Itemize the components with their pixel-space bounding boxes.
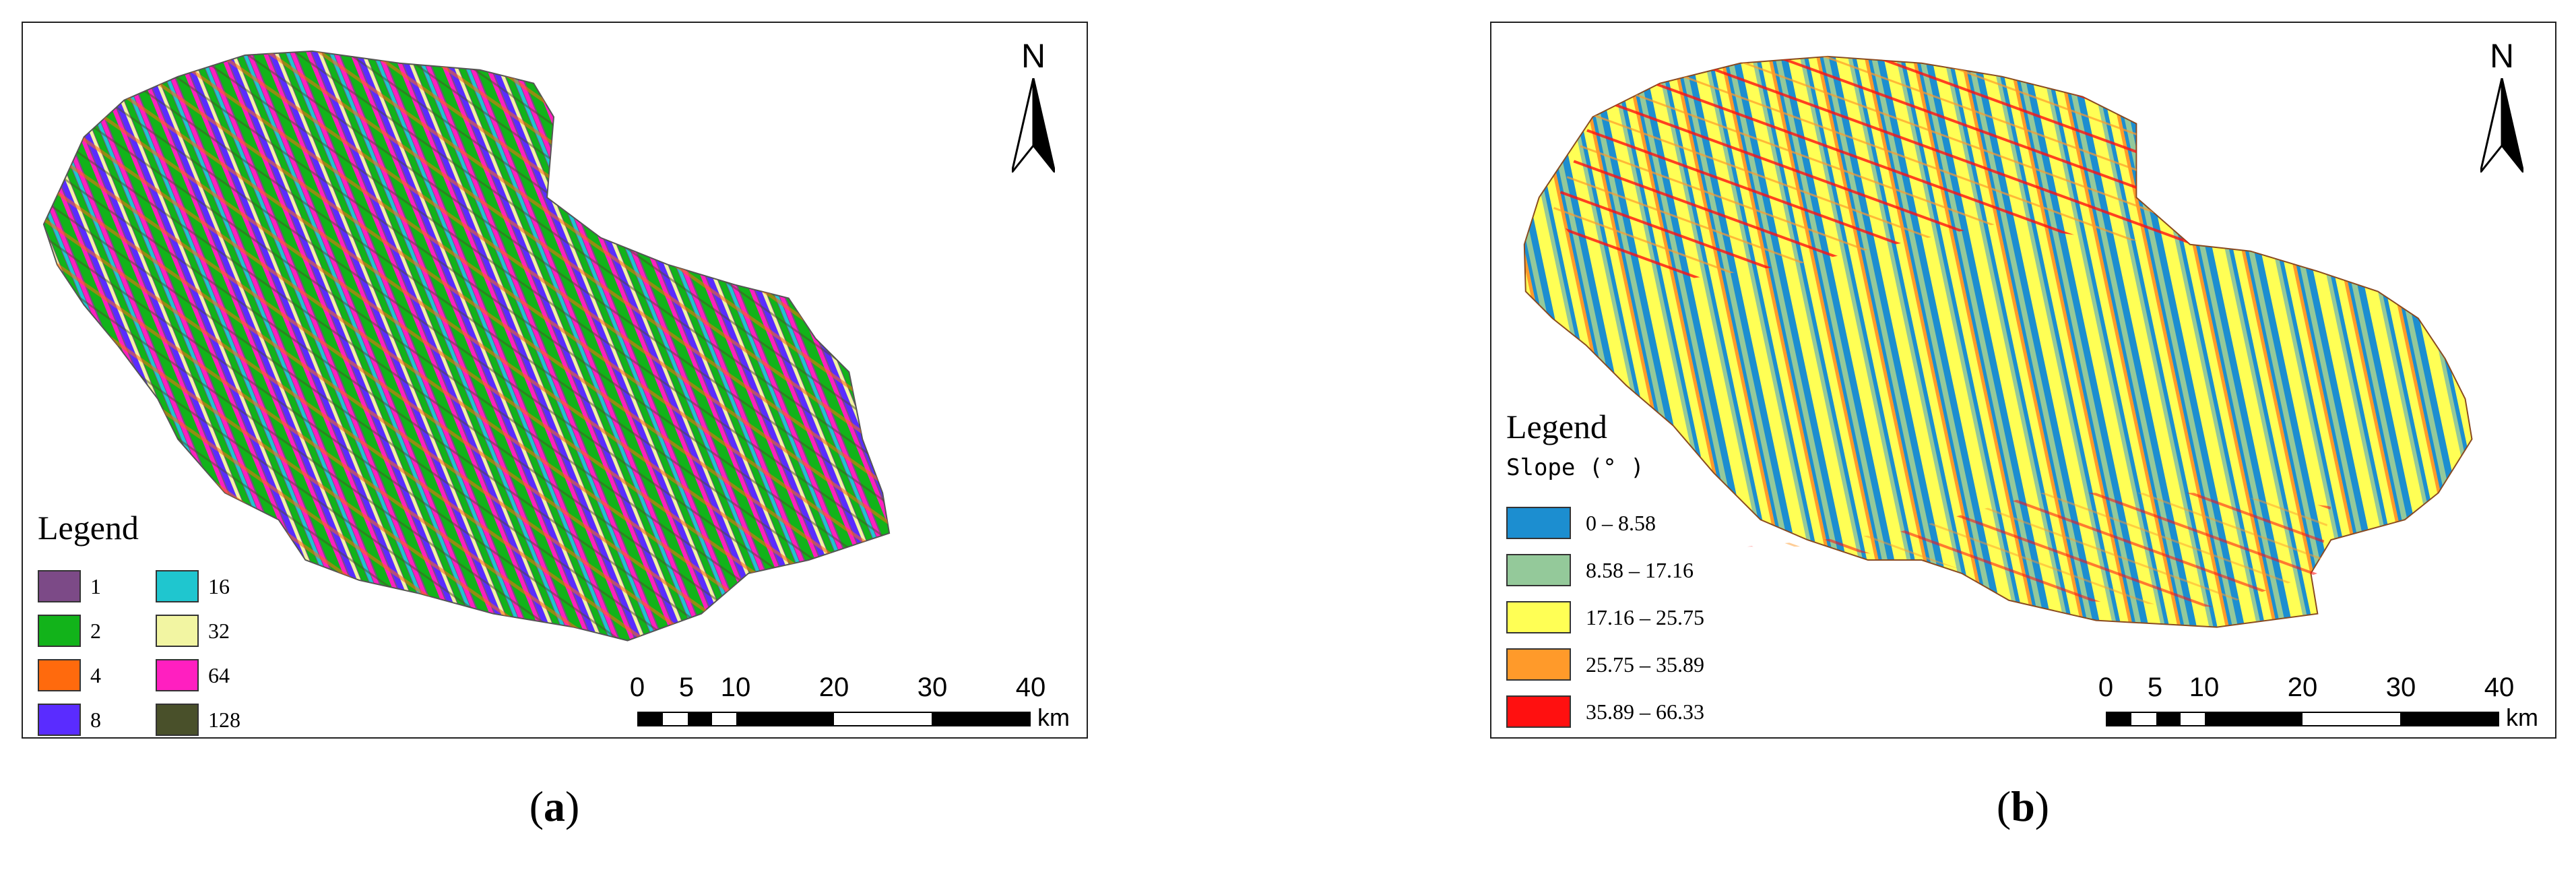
legend-label: 16 <box>208 574 230 598</box>
north-arrow-icon <box>1012 78 1055 173</box>
legend-label: 1 <box>90 574 101 598</box>
scale-label: 20 <box>2287 673 2318 702</box>
north-letter: N <box>2489 37 2515 75</box>
map-panel-b: N Legend Slope (° ) 0 – 8.58 8.58 – 17.16… <box>1490 22 2556 739</box>
legend-label: 2 <box>90 619 101 643</box>
legend-label: 17.16 – 25.75 <box>1586 605 1704 629</box>
scale-label: 30 <box>2385 673 2416 702</box>
scale-label: 0 <box>629 673 645 702</box>
legend-label: 0 – 8.58 <box>1586 511 1656 535</box>
scale-segment <box>2156 713 2181 725</box>
legend-label: 64 <box>208 663 230 687</box>
scale-bar <box>637 712 1031 726</box>
scale-label: 40 <box>2484 673 2515 702</box>
scale-segment <box>2205 713 2303 725</box>
scale-unit: km <box>2506 704 2538 731</box>
scale-label: 5 <box>678 673 695 702</box>
north-letter: N <box>1021 37 1046 75</box>
scale-segment <box>687 713 712 725</box>
scale-segment <box>932 713 1029 725</box>
legend-swatch <box>1506 507 1571 539</box>
legend-swatch <box>1506 601 1571 633</box>
scale-label: 0 <box>2098 673 2114 702</box>
flow-direction-map <box>42 50 891 642</box>
scale-segment <box>639 713 664 725</box>
legend-swatch <box>156 570 199 602</box>
legend-label: 128 <box>208 708 240 732</box>
scale-segment <box>2303 713 2400 725</box>
map-panel-a: N Legend 1 2 4 8 16 32 64 128 0 5 10 20 30 40 km <box>22 22 1088 739</box>
north-arrow: N <box>993 36 1074 185</box>
north-arrow-icon <box>2480 78 2523 173</box>
legend-subtitle: Slope (° ) <box>1506 454 1644 481</box>
caption-a: (a) <box>529 782 580 830</box>
legend-swatch <box>1506 648 1571 681</box>
legend-label: 32 <box>208 619 230 643</box>
scale-label: 10 <box>720 673 751 702</box>
slope-map <box>1523 55 2473 628</box>
scale-label: 40 <box>1015 673 1046 702</box>
legend-label: 35.89 – 66.33 <box>1586 700 1704 724</box>
scale-segment <box>711 713 736 725</box>
scale-unit: km <box>1037 704 1070 731</box>
scale-segment <box>2131 713 2156 725</box>
scale-segment <box>2180 713 2205 725</box>
legend-swatch <box>38 659 81 691</box>
legend-title: Legend <box>1506 408 1607 445</box>
legend-swatch <box>38 704 81 736</box>
legend-swatch <box>156 615 199 647</box>
legend-swatch <box>1506 695 1571 728</box>
scale-segment <box>2400 713 2498 725</box>
scale-segment <box>663 713 688 725</box>
caption-b: (b) <box>1996 782 2050 830</box>
scale-bar <box>2106 712 2499 726</box>
legend-swatch <box>38 570 81 602</box>
scale-label: 30 <box>917 673 948 702</box>
legend-swatch <box>156 659 199 691</box>
scale-segment <box>2107 713 2132 725</box>
scale-segment <box>736 713 834 725</box>
legend-label: 4 <box>90 663 101 687</box>
legend-label: 25.75 – 35.89 <box>1586 652 1704 677</box>
legend-swatch <box>156 704 199 736</box>
scale-label: 10 <box>2189 673 2220 702</box>
legend-swatch <box>38 615 81 647</box>
legend-swatch <box>1506 554 1571 586</box>
legend-title: Legend <box>38 509 139 547</box>
legend-label: 8 <box>90 708 101 732</box>
north-arrow: N <box>2461 36 2542 185</box>
scale-label: 5 <box>2147 673 2163 702</box>
legend-label: 8.58 – 17.16 <box>1586 558 1694 582</box>
scale-segment <box>834 713 932 725</box>
scale-label: 20 <box>818 673 849 702</box>
